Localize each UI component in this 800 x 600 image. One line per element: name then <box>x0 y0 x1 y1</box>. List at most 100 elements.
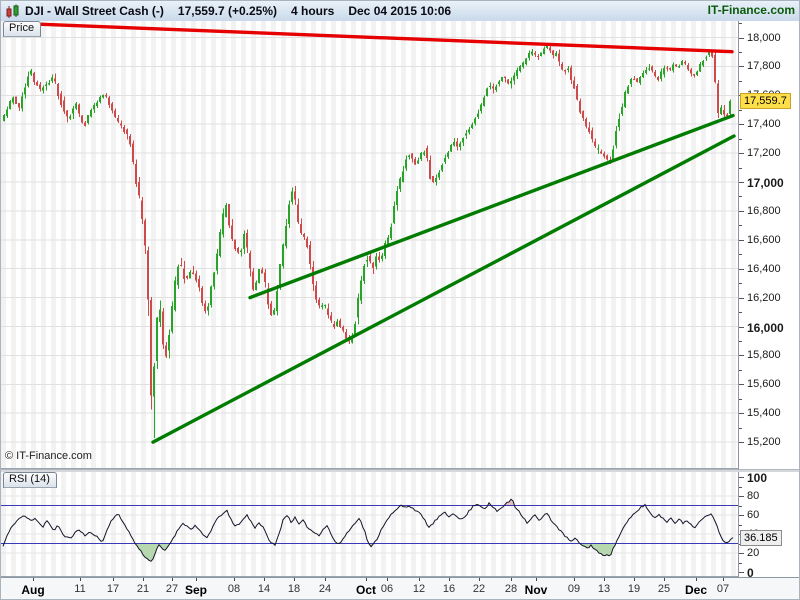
candle-body <box>294 191 296 200</box>
time-axis-label: 22 <box>472 583 486 595</box>
candle-body <box>468 129 470 133</box>
trendline-ascending-support-lower[interactable] <box>151 134 736 444</box>
axis-tick <box>739 355 744 357</box>
candle-body <box>234 239 236 249</box>
candle-body <box>558 53 560 62</box>
axis-tick <box>739 124 744 126</box>
candle-body <box>387 237 389 245</box>
axis-label: 16,600 <box>747 233 781 246</box>
pane-splitter[interactable] <box>1 469 799 472</box>
candle-body <box>453 142 455 146</box>
candle-body <box>90 109 92 117</box>
candle-wick <box>409 154 410 160</box>
trendline-ascending-support-upper[interactable] <box>248 113 735 300</box>
candle-body <box>54 78 56 82</box>
candle-body <box>240 250 242 253</box>
rsi-oversold-fill <box>579 543 616 556</box>
candle-wick <box>181 257 182 267</box>
time-axis-label: 25 <box>657 583 671 595</box>
candle-body <box>648 68 650 70</box>
candle-body <box>225 204 227 218</box>
candle-body <box>84 122 86 127</box>
time-axis-label: 13 <box>597 583 611 595</box>
candle-body <box>36 82 38 86</box>
time-axis-label: Dec <box>684 583 708 597</box>
rsi-indicator-chart[interactable] <box>1 472 738 577</box>
time-axis-label: 21 <box>136 583 150 595</box>
candle-body <box>591 130 593 140</box>
candle-body <box>327 308 329 316</box>
candle-body <box>171 305 173 332</box>
time-axis-label: Oct <box>355 583 377 597</box>
candle-body <box>579 100 581 113</box>
candle-body <box>384 243 386 257</box>
axis-label: 80 <box>747 490 760 502</box>
candle-body <box>534 52 536 55</box>
axis-tick <box>739 66 744 68</box>
candle-body <box>222 213 224 235</box>
axis-tick <box>739 138 742 140</box>
tab-price[interactable]: Price <box>3 21 42 37</box>
axis-label: 15,600 <box>747 378 781 391</box>
candle-body <box>594 141 596 146</box>
candle-body <box>237 248 239 253</box>
candle-body <box>624 92 626 108</box>
candle-body <box>87 115 89 123</box>
candle-body <box>627 86 629 94</box>
candle-wick <box>325 304 326 309</box>
candle-body <box>438 172 440 178</box>
candle-body <box>519 66 521 71</box>
candle-body <box>156 317 158 361</box>
candle-body <box>300 224 302 234</box>
candle-body <box>135 164 137 184</box>
candle-body <box>249 252 251 269</box>
candle-body <box>675 64 677 67</box>
candle-body <box>366 259 368 262</box>
last-quote: 17,559.7 (+0.25%) <box>177 4 277 18</box>
axis-label: 18,000 <box>747 31 781 44</box>
axis-tick <box>739 109 742 111</box>
candle-body <box>261 269 263 274</box>
candle-body <box>597 148 599 150</box>
candle-body <box>264 272 266 283</box>
copyright-label: © IT-Finance.com <box>5 450 92 462</box>
axis-label: 0 <box>747 566 754 580</box>
candle-body <box>150 299 152 396</box>
axis-tick <box>739 515 744 516</box>
axis-label: 16,000 <box>747 320 784 335</box>
candle-body <box>285 226 287 247</box>
candle-body <box>489 85 491 88</box>
time-axis-tick <box>536 578 537 581</box>
time-axis-label: 07 <box>716 583 730 595</box>
candle-body <box>123 127 125 132</box>
price-candlestick-chart[interactable] <box>1 21 738 469</box>
rsi-axis: 100806040200 <box>738 471 799 580</box>
time-axis-label: 24 <box>318 583 332 595</box>
tab-rsi[interactable]: RSI (14) <box>3 472 57 488</box>
axis-tick <box>739 477 744 478</box>
time-axis-tick <box>294 578 295 581</box>
candle-body <box>111 103 113 111</box>
candle-body <box>216 253 218 271</box>
axis-tick <box>739 486 742 488</box>
axis-tick <box>739 505 742 507</box>
candle-body <box>69 116 71 119</box>
trendline-descending-resistance[interactable] <box>9 21 734 54</box>
candle-body <box>678 66 680 68</box>
axis-label: 15,400 <box>747 407 781 420</box>
time-axis-label: 09 <box>567 583 581 595</box>
candle-body <box>153 366 155 397</box>
candle-body <box>354 323 356 336</box>
candle-body <box>15 96 17 104</box>
candle-body <box>147 250 149 300</box>
candle-body <box>132 143 134 162</box>
candle-body <box>195 273 197 281</box>
candle-body <box>606 155 608 160</box>
candle-body <box>630 78 632 85</box>
candle-body <box>549 47 551 51</box>
candle-wick <box>418 157 419 164</box>
candle-body <box>582 111 584 119</box>
candle-body <box>408 155 410 157</box>
candle-body <box>540 52 542 57</box>
time-axis-tick <box>234 578 235 581</box>
